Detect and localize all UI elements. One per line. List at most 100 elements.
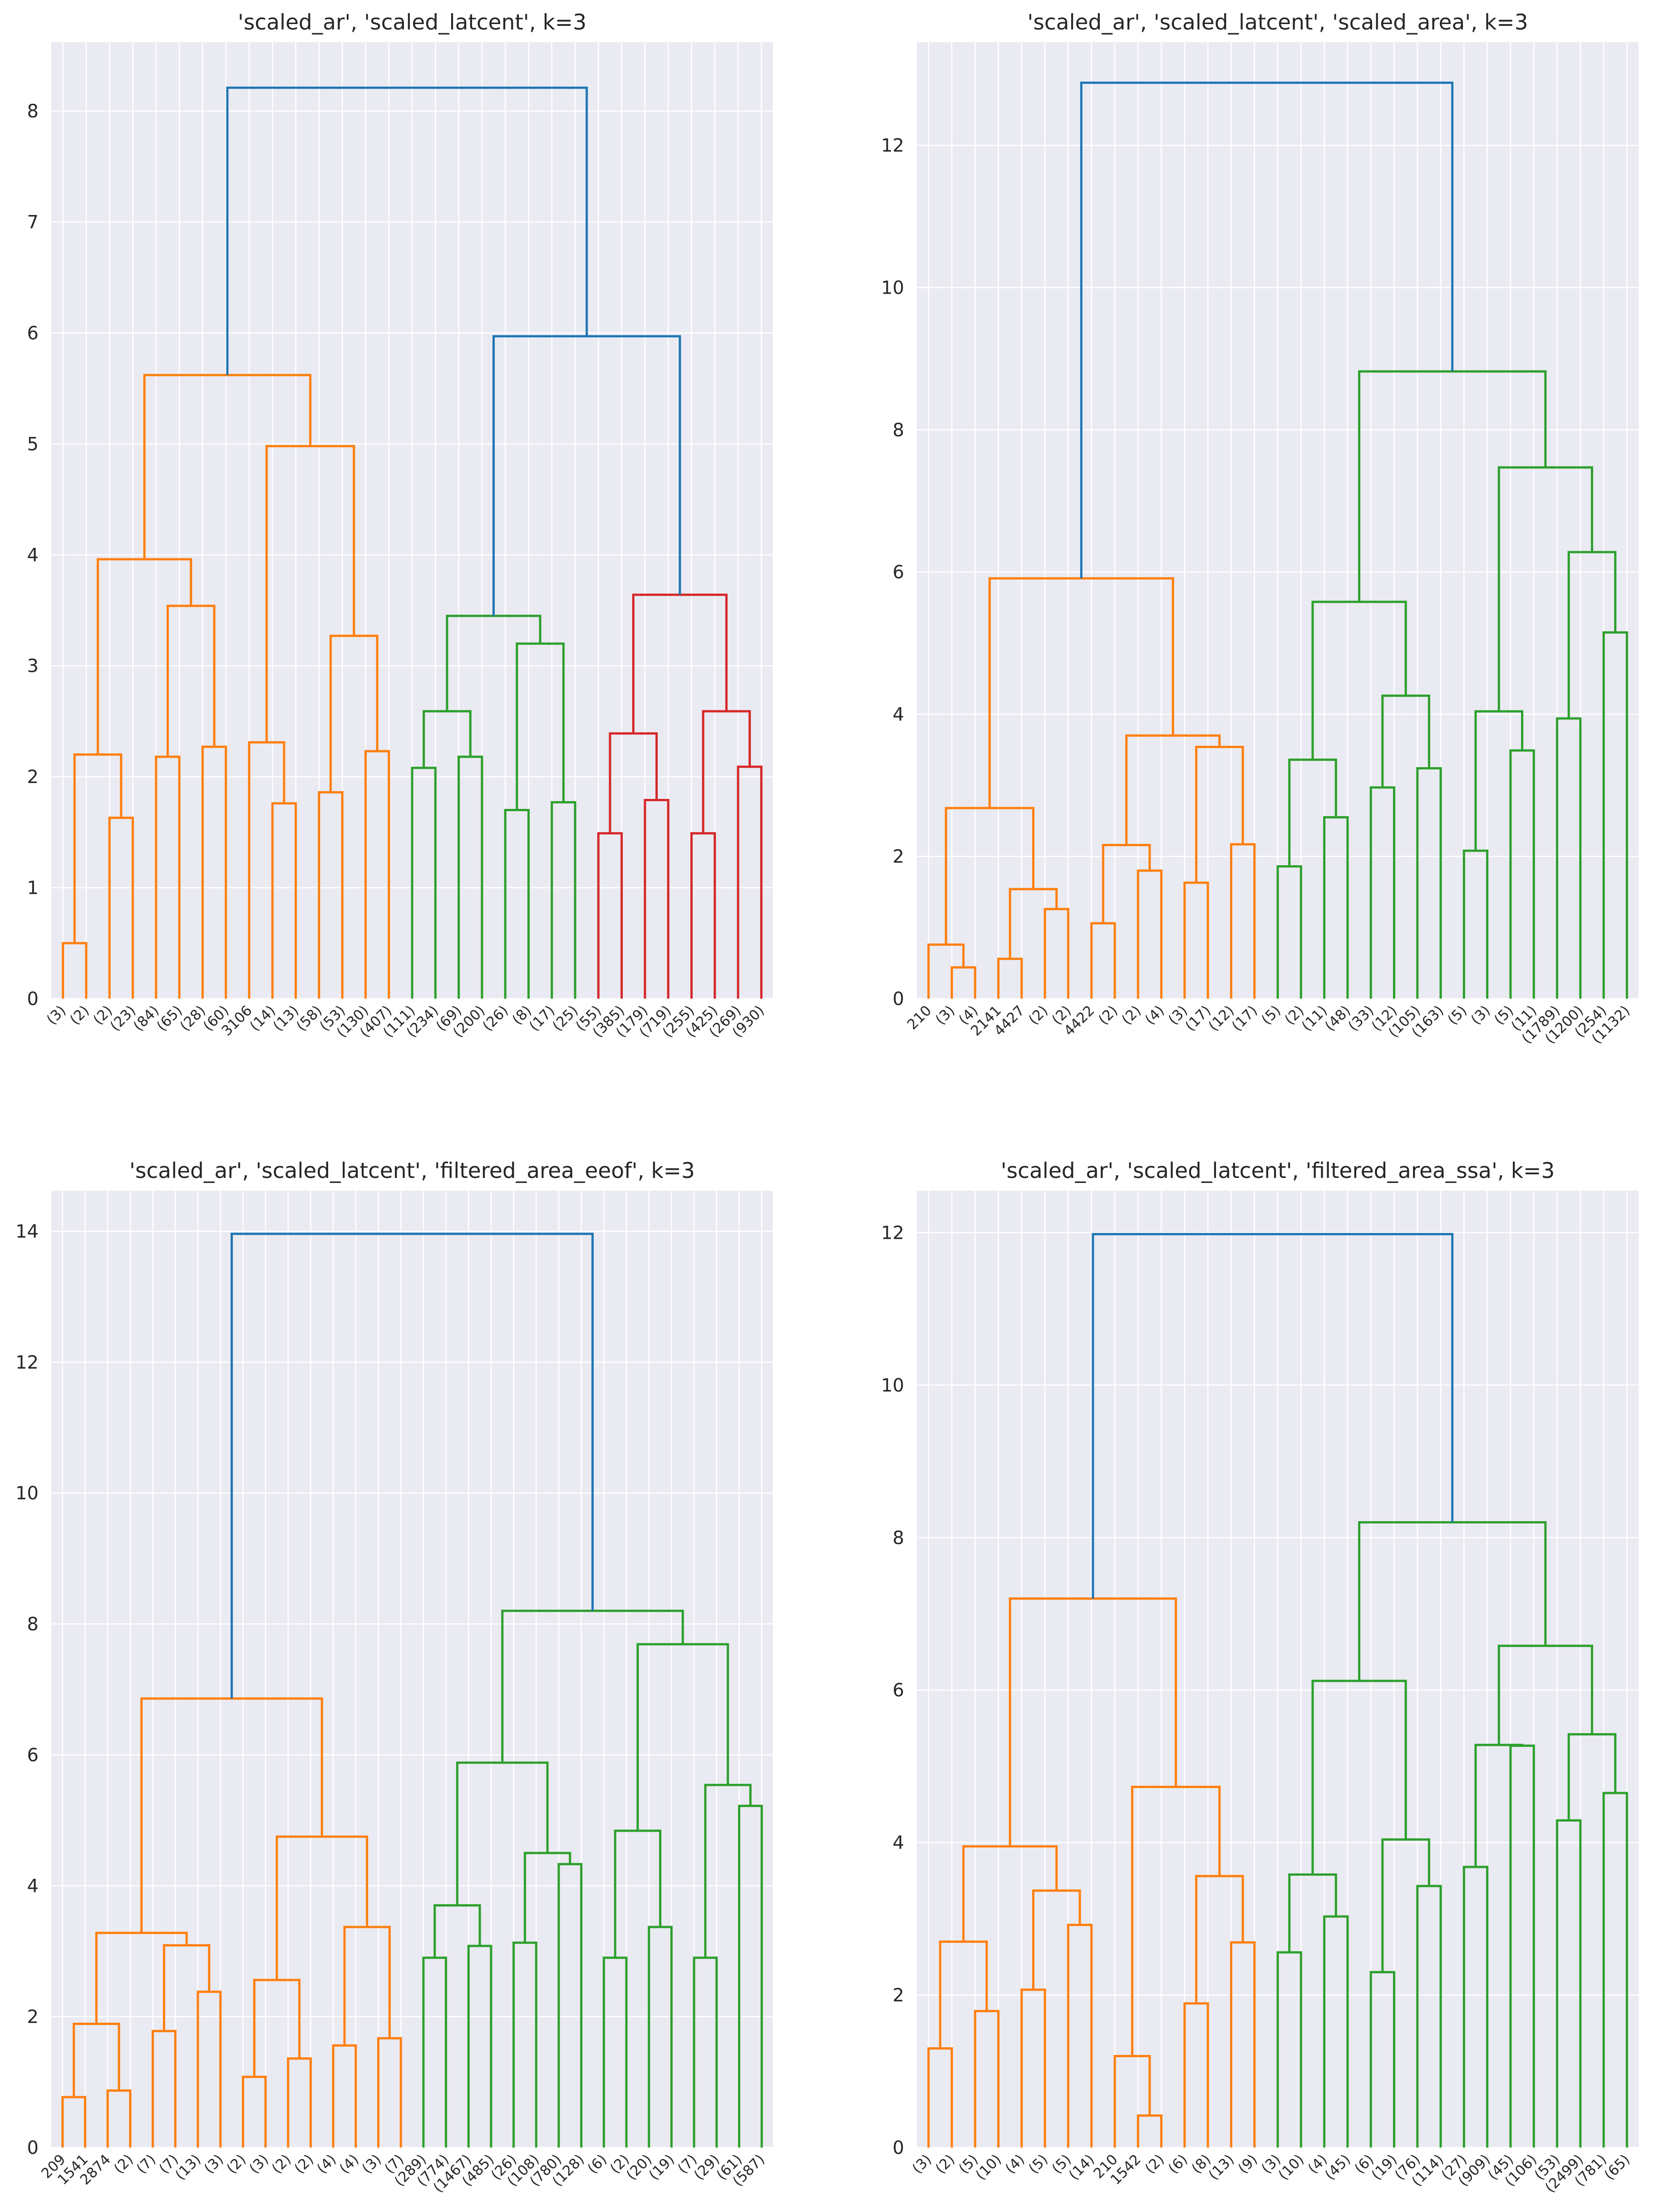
y-tick-label: 12 — [881, 1222, 904, 1243]
dendrogram-link — [287, 2057, 312, 2148]
dendrogram-link — [1369, 786, 1395, 999]
dendrogram-link — [1092, 1233, 1454, 1599]
dendrogram-link — [597, 832, 623, 999]
dendrogram-link — [1102, 844, 1151, 923]
y-tick-label: 3 — [27, 656, 39, 677]
dendrogram-link — [377, 2037, 402, 2148]
leaf-label: (4) — [1002, 2151, 1028, 2177]
dendrogram-link — [1602, 1792, 1628, 2148]
leaf-label: (45) — [1322, 2151, 1354, 2183]
leaf-label: (2) — [67, 1002, 93, 1028]
leaf-label: (2) — [1142, 2151, 1168, 2177]
y-tick-label: 8 — [27, 1614, 39, 1635]
dendrogram-branches — [927, 81, 1628, 999]
dendrogram-link — [364, 750, 390, 999]
dendrogram-link — [492, 335, 681, 616]
y-tick-label: 2 — [27, 767, 39, 788]
leaf-label: (5) — [1444, 1002, 1470, 1028]
y-tick-label: 6 — [893, 1680, 904, 1701]
leaf-label: (4) — [314, 2151, 340, 2177]
dendrogram-link — [276, 1835, 369, 1980]
leaf-label: (5) — [1025, 2151, 1051, 2177]
dendrogram-link — [512, 1941, 537, 2148]
plot-area — [51, 1191, 773, 2148]
dendrogram-link — [1474, 1744, 1524, 1867]
y-tick-label: 4 — [893, 1833, 904, 1853]
leaf-label: (2) — [1025, 1002, 1051, 1028]
leaf-label: (4) — [336, 2151, 362, 2177]
dendrogram-link — [61, 2096, 87, 2148]
dendrogram-link — [241, 2075, 267, 2148]
leaf-label: (7) — [133, 2151, 159, 2177]
y-tick-label: 6 — [893, 562, 904, 583]
leaf-label: (2) — [111, 2151, 137, 2177]
leaf-label: (3) — [1468, 1002, 1494, 1028]
dendrogram-link — [1090, 922, 1116, 999]
dendrogram-link — [644, 798, 670, 999]
dendrogram-link — [1416, 1885, 1442, 2148]
leaf-label: (10) — [1275, 2151, 1307, 2183]
leaf-label: (2) — [932, 2151, 958, 2177]
dendrogram-link — [974, 2010, 1000, 2148]
y-tick-label: 4 — [27, 545, 39, 566]
dendrogram-link — [1474, 710, 1524, 851]
dendrogram-link — [108, 817, 134, 999]
y-tick-label: 8 — [893, 1527, 904, 1548]
leaf-label: (3) — [909, 2151, 935, 2177]
dendrogram-link — [231, 1232, 594, 1699]
dendrogram-branches — [62, 86, 763, 999]
panel-title: 'scaled_ar', 'scaled_latcent', k=3 — [238, 10, 586, 35]
y-tick-label: 2 — [893, 847, 904, 867]
dendrogram-link — [458, 755, 483, 999]
y-tick-label: 0 — [893, 2138, 904, 2158]
dendrogram-link — [329, 635, 379, 793]
dendrogram-link — [1020, 1988, 1046, 2148]
dendrogram-link — [152, 2030, 177, 2148]
dendrogram-link — [318, 791, 344, 999]
dendrogram-link — [1032, 1889, 1081, 1990]
grid-lines — [51, 1191, 773, 2148]
leaf-label: (17) — [1229, 1002, 1260, 1034]
y-tick-label: 7 — [27, 212, 39, 233]
dendrogram-link — [609, 732, 658, 833]
leaf-label: (19) — [646, 2151, 678, 2183]
leaf-label: (9) — [1235, 2151, 1261, 2177]
dendrogram-link — [738, 1804, 763, 2148]
leaf-label: (4) — [1142, 1002, 1168, 1028]
dendrogram-link — [73, 2022, 120, 2097]
dendrogram-link — [456, 1761, 549, 1906]
leaf-label: 210 — [904, 1002, 935, 1033]
y-tick-label: 0 — [27, 2138, 39, 2158]
y-tick-label: 4 — [27, 1876, 39, 1897]
leaf-label: (2) — [1095, 1002, 1121, 1028]
dendrogram-link — [1323, 1915, 1349, 2148]
dendrogram-link — [1113, 2054, 1151, 2148]
leaf-label: (10) — [973, 2151, 1004, 2183]
panel-title: 'scaled_ar', 'scaled_latcent', 'scaled_a… — [1027, 10, 1528, 35]
dendrogram-link — [1044, 908, 1069, 999]
dendrogram-panel-2: 'scaled_ar', 'scaled_latcent', 'scaled_a… — [881, 10, 1639, 1047]
dendrogram-link — [551, 801, 576, 999]
dendrogram-link — [1080, 81, 1454, 579]
y-tick-label: 12 — [881, 135, 904, 156]
dendrogram-link — [265, 445, 355, 743]
y-tick-label: 6 — [27, 323, 39, 344]
leaf-label: (13) — [1206, 2151, 1237, 2183]
y-tick-label: 10 — [881, 1375, 904, 1396]
leaf-label: (6) — [584, 2151, 610, 2177]
y-tick-label: 2 — [27, 2007, 39, 2028]
dendrogram-link — [636, 1643, 729, 1831]
y-tick-label: 1 — [27, 878, 39, 899]
leaf-label: (3) — [201, 2151, 227, 2177]
y-tick-label: 10 — [15, 1483, 39, 1504]
leaf-label: (3) — [246, 2151, 272, 2177]
dendrogram-link — [1556, 1819, 1582, 2148]
y-tick-label: 5 — [27, 434, 39, 455]
dendrogram-link — [155, 755, 181, 999]
leaf-label: (3) — [932, 1002, 958, 1028]
y-tick-label: 4 — [893, 704, 904, 725]
dendrogram-link — [226, 86, 588, 375]
leaf-label: (3) — [359, 2151, 385, 2177]
dendrogram-link — [197, 1990, 222, 2148]
dendrogram-link — [690, 832, 716, 999]
